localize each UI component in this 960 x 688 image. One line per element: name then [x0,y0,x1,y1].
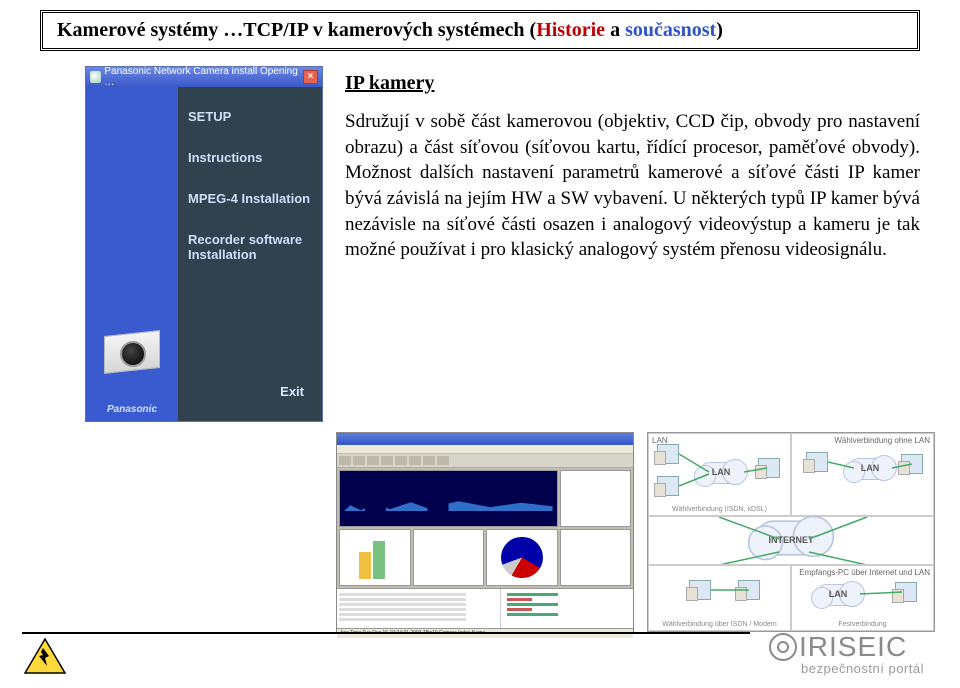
menu-exit[interactable]: Exit [186,380,314,403]
net-lines [649,434,790,515]
graph-panel-blank [560,470,632,527]
brand-tagline: bezpečnostní portál [801,661,924,676]
brand-logo: IRISEIC bezpečnostní portál [769,631,924,676]
title-mid: a [605,19,625,41]
title-historie: Historie [536,19,605,41]
article-text: IP kamery Sdružují v sobě část kamerovou… [345,72,920,263]
cell3-caption: Wählverbindung über ISDN / Modem [649,621,790,628]
cell1-caption: Wählverbindung (ISDN, xDSL) [649,506,790,513]
cell4-caption: Festverbindung [792,621,933,628]
brand-name: IRISEIC [799,631,907,663]
graph-panel-traffic [339,470,558,527]
graph-panel-pie [486,529,558,586]
installer-window: Panasonic Network Camera install Opening… [85,66,323,422]
graph-panel-bar [339,529,411,586]
menu-instructions[interactable]: Instructions [186,146,314,169]
monitor-detail [337,588,633,628]
title-prefix: Kamerové systémy …TCP/IP v kamerových sy… [57,19,536,41]
title-soucasnost: současnost [625,19,716,41]
installer-app-icon [90,71,101,83]
net-lines [649,517,933,565]
net-cell-3: Wählverbindung über ISDN / Modem [648,565,791,631]
monitor-titlebar [337,433,633,445]
installer-body: Panasonic SETUP Instructions MPEG-4 Inst… [86,87,322,421]
close-icon[interactable]: × [303,70,318,84]
footer-rule [22,632,750,634]
installer-title-text: Panasonic Network Camera install Opening… [104,66,299,88]
menu-setup[interactable]: SETUP [186,105,314,128]
article-heading: IP kamery [345,72,920,95]
monitoring-screenshot: Ana Time Tue Dec 16 10:24:31 2003 TB=10 … [336,432,634,632]
installer-left-pane: Panasonic [86,87,178,421]
camera-illustration [96,337,166,399]
article-body: Sdružují v sobě část kamerovou (objektiv… [345,109,920,263]
net-cell-internet: INTERNET [648,516,934,566]
logo-ring-icon [769,633,797,661]
hazard-icon [24,638,66,674]
network-diagram: LAN LAN Wählverbindung (ISDN, xDSL) Wähl… [647,432,935,632]
net-cell-4: Empfangs-PC über Internet und LAN LAN Fe… [791,565,934,631]
title-suffix: ) [716,19,723,41]
page-title-box: Kamerové systémy …TCP/IP v kamerových sy… [40,10,920,51]
net-cell-2: Wählverbindung ohne LAN LAN [791,433,934,516]
monitor-menubar [337,445,633,454]
graph-panel-empty [560,529,632,586]
menu-recorder[interactable]: Recorder software Installation [186,228,314,266]
installer-titlebar: Panasonic Network Camera install Opening… [86,67,322,87]
installer-menu: SETUP Instructions MPEG-4 Installation R… [178,87,322,421]
net-lines [792,434,933,515]
graph-panel-legend [413,529,485,586]
panasonic-brand: Panasonic [86,404,178,415]
monitor-toolbar [337,454,633,468]
menu-mpeg4[interactable]: MPEG-4 Installation [186,187,314,210]
monitor-grid [337,468,633,588]
net-cell-1: LAN LAN Wählverbindung (ISDN, xDSL) [648,433,791,516]
